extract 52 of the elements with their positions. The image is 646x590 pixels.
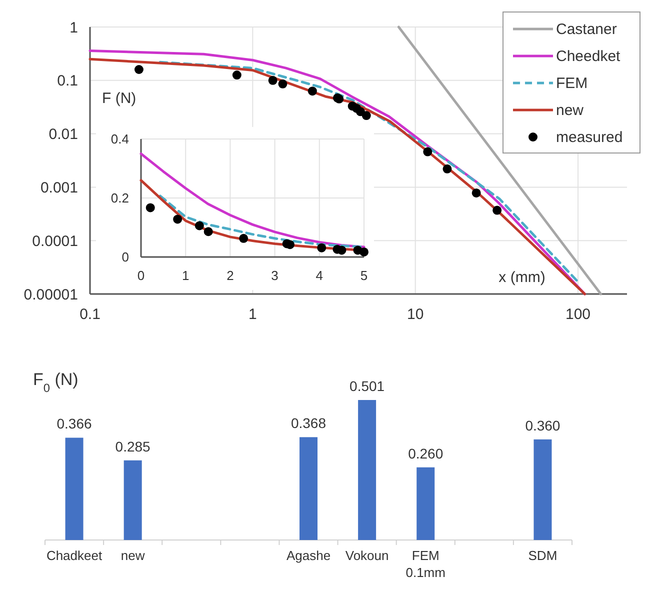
x-tick-label: 0.1	[80, 306, 100, 323]
point	[194, 221, 204, 230]
x-tick-label: Agashe	[286, 548, 331, 563]
data-label: 0.285	[115, 438, 151, 454]
x-tick-label: 3	[271, 268, 278, 283]
y-tick-label: 0.1	[57, 72, 78, 90]
y-tick-label: 1	[70, 19, 78, 36]
y-axis-title: F$_{0}$ (N)	[33, 370, 78, 395]
bar	[124, 460, 142, 540]
x-tick-label: 100	[566, 306, 591, 323]
data-label: 0.360	[525, 417, 560, 434]
y-tick-label: 0.0001	[32, 232, 78, 250]
bar	[300, 437, 318, 540]
data-label: 0.366	[56, 416, 92, 432]
x-tick-label: 5	[360, 268, 368, 283]
x-tick-label: Vokoun	[345, 548, 389, 563]
x-tick-label: FEM 0.1mm	[406, 548, 446, 580]
data-label: 0.368	[290, 415, 326, 432]
legend-label: new	[556, 102, 584, 119]
y-tick-label: 0.4	[110, 132, 129, 147]
legend-label: Cheedket	[556, 48, 622, 65]
legend-label: Castaner	[556, 21, 617, 38]
x-tick-label: 1	[182, 268, 190, 283]
y-tick-label: 0.2	[110, 190, 129, 206]
x-tick-label: new	[120, 548, 146, 563]
x-tick-label: 0	[137, 268, 145, 283]
bar	[534, 439, 552, 540]
point	[360, 247, 368, 256]
data-label: 0.501	[350, 378, 385, 394]
x-tick-label: SDM	[528, 548, 558, 563]
point	[317, 243, 326, 252]
bar	[358, 400, 376, 540]
legend-label: FEM	[556, 75, 588, 92]
y-tick-label: 0.00001	[24, 286, 78, 304]
x-tick-label: 10	[407, 306, 424, 323]
bar	[65, 438, 84, 540]
y-tick-label: 0.01	[48, 126, 78, 144]
y-tick-label: 0.001	[40, 179, 78, 196]
x-tick-label: Chadkeet	[46, 548, 102, 563]
point	[204, 227, 213, 236]
x-tick-label: 2	[226, 268, 234, 283]
x-tick-label: 4	[316, 268, 324, 283]
point	[239, 234, 248, 243]
x-tick-label: 1	[248, 306, 257, 323]
point	[146, 203, 155, 212]
x-axis-title: x (mm)	[498, 269, 546, 286]
point	[173, 214, 182, 224]
legend-label: measured	[556, 129, 623, 146]
data-label: 0.260	[408, 445, 444, 462]
y-axis-title: F (N)	[102, 90, 136, 107]
y-tick-label: 0	[122, 250, 129, 265]
bar	[416, 467, 435, 540]
